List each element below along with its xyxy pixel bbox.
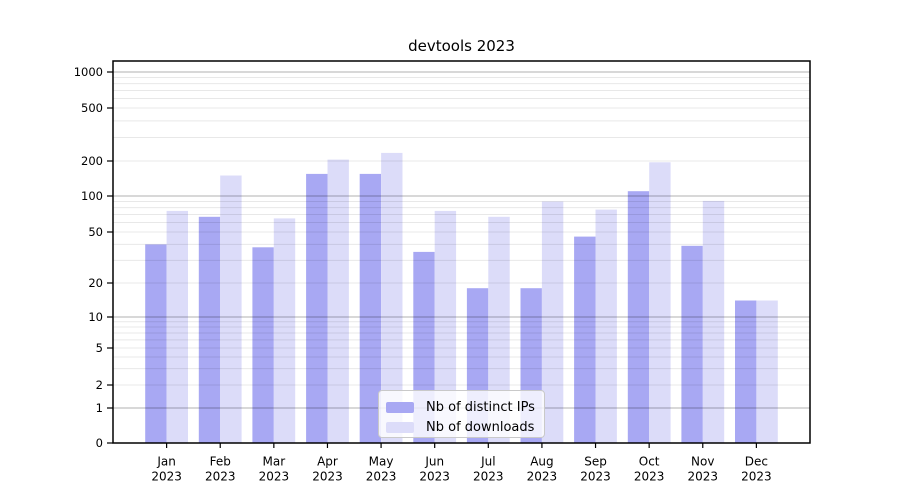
chart-title: devtools 2023 (408, 37, 515, 55)
bar-downloads-nov (702, 200, 725, 443)
x-tick-label-month: Jul (480, 455, 495, 469)
x-tick-label-month: Jun (424, 455, 444, 469)
x-tick-label-month: Nov (691, 455, 714, 469)
bar-distinct-ips-mar (252, 247, 274, 443)
x-tick-label-month: Aug (530, 455, 553, 469)
legend-label-downloads: Nb of downloads (426, 419, 535, 435)
x-tick-label-year: 2023 (634, 470, 665, 484)
x-tick-label-year: 2023 (205, 470, 236, 484)
x-tick-label-year: 2023 (419, 470, 450, 484)
legend-item-downloads: Nb of downloads (386, 417, 544, 437)
bar-distinct-ips-may (359, 173, 382, 443)
x-tick-label-month: Mar (263, 455, 286, 469)
x-tick-label-year: 2023 (527, 470, 558, 484)
x-tick-label-year: 2023 (473, 470, 504, 484)
bar-downloads-feb (220, 175, 242, 443)
bar-downloads-may (381, 152, 403, 443)
bar-downloads-mar (273, 218, 296, 443)
x-tick-label-year: 2023 (366, 470, 397, 484)
x-tick-label-month: Oct (639, 455, 660, 469)
bar-distinct-ips-sep (574, 236, 596, 443)
x-tick-label-year: 2023 (151, 470, 182, 484)
legend-item-distinct-ips: Nb of distinct IPs (386, 397, 544, 417)
bar-downloads-jan (166, 210, 188, 443)
x-tick-label-month: Dec (745, 455, 768, 469)
bar-downloads-jul (488, 216, 510, 443)
legend-swatch-downloads (386, 421, 414, 433)
y-tick-label: 5 (96, 341, 103, 355)
bar-distinct-ips-oct (627, 191, 650, 443)
x-tick-label-month: May (369, 455, 394, 469)
x-tick-label-year: 2023 (687, 470, 718, 484)
bar-distinct-ips-jan (145, 244, 167, 443)
bar-downloads-dec (756, 300, 778, 443)
y-tick-label: 20 (88, 276, 103, 290)
legend-label-distinct-ips: Nb of distinct IPs (426, 399, 535, 415)
y-tick-label: 100 (81, 189, 103, 203)
legend: Nb of distinct IPs Nb of downloads (378, 390, 545, 438)
y-tick-label: 0 (96, 436, 103, 450)
bar-downloads-oct (649, 162, 671, 444)
bar-distinct-ips-nov (681, 245, 703, 443)
y-tick-label: 500 (81, 101, 103, 115)
bar-downloads-aug (541, 201, 564, 443)
bar-downloads-sep (595, 209, 617, 443)
y-tick-label: 50 (88, 225, 103, 239)
x-tick-label-year: 2023 (741, 470, 772, 484)
x-tick-label-month: Jan (156, 455, 176, 469)
bar-distinct-ips-apr (306, 173, 328, 443)
bar-distinct-ips-feb (198, 216, 221, 443)
y-tick-label: 200 (81, 154, 103, 168)
x-tick-label-month: Apr (317, 455, 338, 469)
x-tick-label-year: 2023 (259, 470, 290, 484)
x-tick-label-year: 2023 (580, 470, 611, 484)
x-tick-label-month: Sep (584, 455, 607, 469)
x-tick-label-month: Feb (210, 455, 231, 469)
y-tick-label: 10 (88, 310, 103, 324)
bar-distinct-ips-dec (735, 300, 757, 443)
y-tick-label: 1000 (74, 65, 103, 79)
y-tick-label: 2 (96, 378, 103, 392)
bar-downloads-apr (327, 159, 349, 443)
bar-downloads-jun (434, 210, 457, 443)
legend-swatch-distinct-ips (386, 401, 414, 413)
y-tick-label: 1 (96, 401, 103, 415)
x-tick-label-year: 2023 (312, 470, 343, 484)
plot-border (112, 60, 811, 444)
